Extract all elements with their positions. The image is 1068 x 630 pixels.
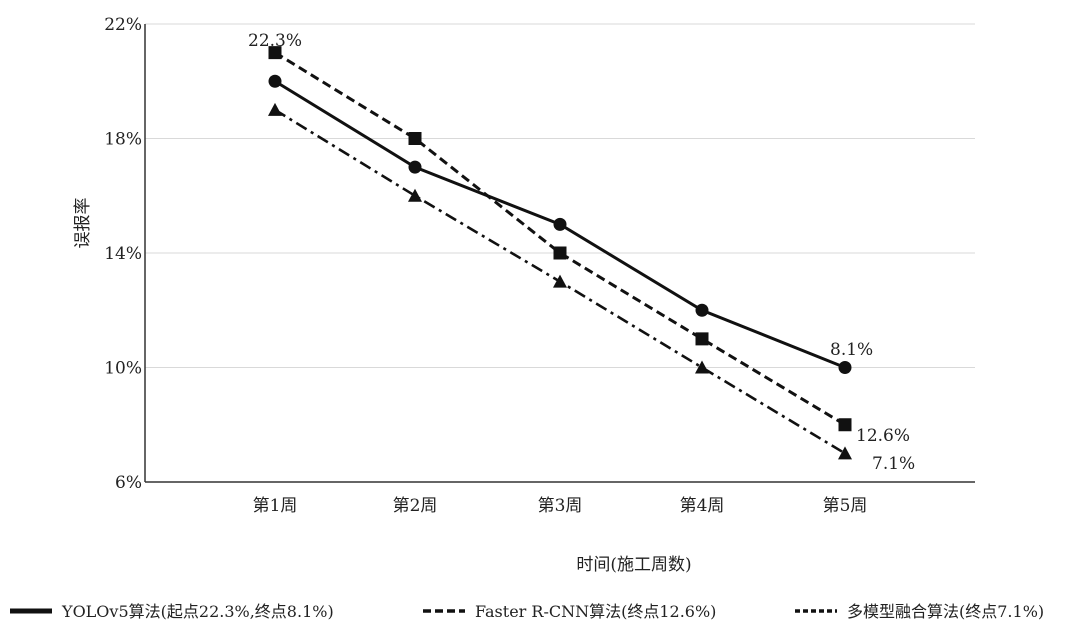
data-point-circle (408, 160, 422, 174)
data-point-square (268, 46, 282, 60)
y-tick-label: 6% (115, 473, 142, 493)
series-group (268, 46, 852, 460)
data-point-triangle (553, 274, 567, 288)
y-tick-label: 14% (104, 244, 142, 264)
x-tick-label: 第3周 (538, 496, 583, 516)
data-point-circle (553, 217, 567, 231)
data-point-circle (695, 303, 709, 317)
data-annotation: 8.1% (830, 340, 873, 360)
y-tick-label: 10% (104, 359, 142, 379)
legend: YOLOv5算法(起点22.3%,终点8.1%) Faster R-CNN算法(终… (10, 602, 1044, 621)
gridlines (145, 23, 975, 368)
data-point-square (838, 418, 852, 432)
x-tick-label: 第4周 (680, 496, 725, 516)
data-annotation: 7.1% (872, 454, 915, 474)
y-axis-label: 误报率 (73, 198, 93, 249)
series-line (274, 51, 846, 427)
data-point-circle (838, 361, 852, 374)
series-2 (268, 46, 852, 432)
data-point-square (408, 132, 422, 145)
legend-item: Faster R-CNN算法(终点12.6%) (423, 602, 716, 621)
y-tick-label: 22% (104, 15, 142, 35)
legend-label: YOLOv5算法(起点22.3%,终点8.1%) (61, 602, 334, 621)
data-point-square (695, 332, 709, 346)
y-tick-label: 18% (104, 130, 142, 150)
series-1 (268, 74, 852, 374)
data-point-triangle (408, 188, 422, 202)
x-tick-label: 第5周 (823, 496, 868, 516)
data-point-circle (268, 74, 282, 88)
x-tick-labels: 第1周 第2周 第3周 第4周 第5周 (253, 496, 868, 516)
data-annotation: 22.3% (248, 31, 302, 51)
x-tick-label: 第1周 (253, 496, 298, 516)
data-point-triangle (838, 446, 852, 460)
annotations: 22.3% 8.1% 12.6% 7.1% (248, 31, 915, 474)
data-annotation: 12.6% (856, 426, 910, 446)
data-point-triangle (695, 360, 709, 374)
data-point-triangle (268, 102, 282, 116)
x-tick-label: 第2周 (393, 496, 438, 516)
series-3 (268, 102, 852, 460)
y-tick-labels: 6% 10% 14% 18% 22% (104, 15, 142, 493)
legend-label: 多模型融合算法(终点7.1%) (847, 602, 1044, 621)
data-point-square (553, 246, 567, 260)
x-axis-label: 时间(施工周数) (576, 555, 691, 575)
legend-item: 多模型融合算法(终点7.1%) (795, 602, 1044, 621)
legend-label: Faster R-CNN算法(终点12.6%) (475, 602, 716, 621)
legend-item: YOLOv5算法(起点22.3%,终点8.1%) (10, 602, 334, 621)
